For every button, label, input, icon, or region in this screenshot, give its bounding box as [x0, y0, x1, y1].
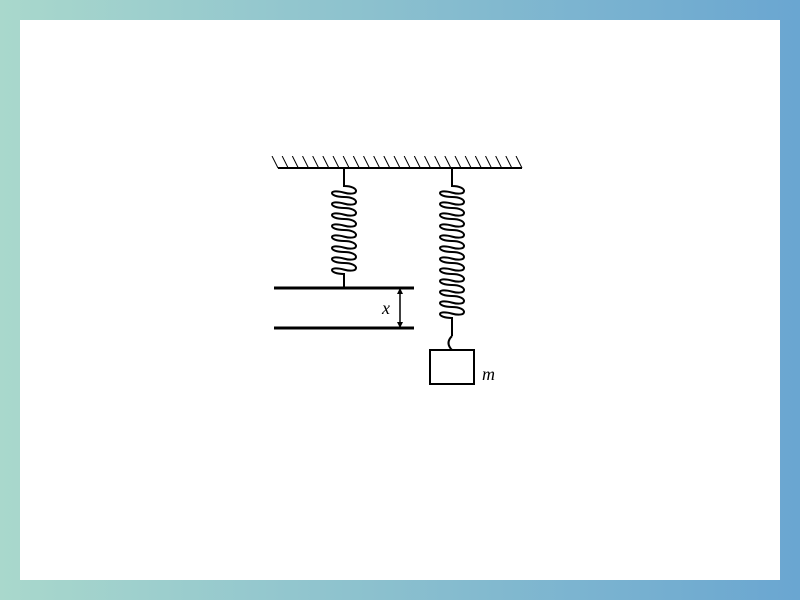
spring-diagram: xm [262, 156, 538, 412]
svg-text:m: m [482, 364, 495, 384]
svg-text:x: x [381, 298, 390, 318]
page-root: 知识点二 实验原理 1．如图所示，在弹簧下端悬挂钩码时弹簧会伸长，平衡时弹簧产生… [0, 0, 800, 600]
